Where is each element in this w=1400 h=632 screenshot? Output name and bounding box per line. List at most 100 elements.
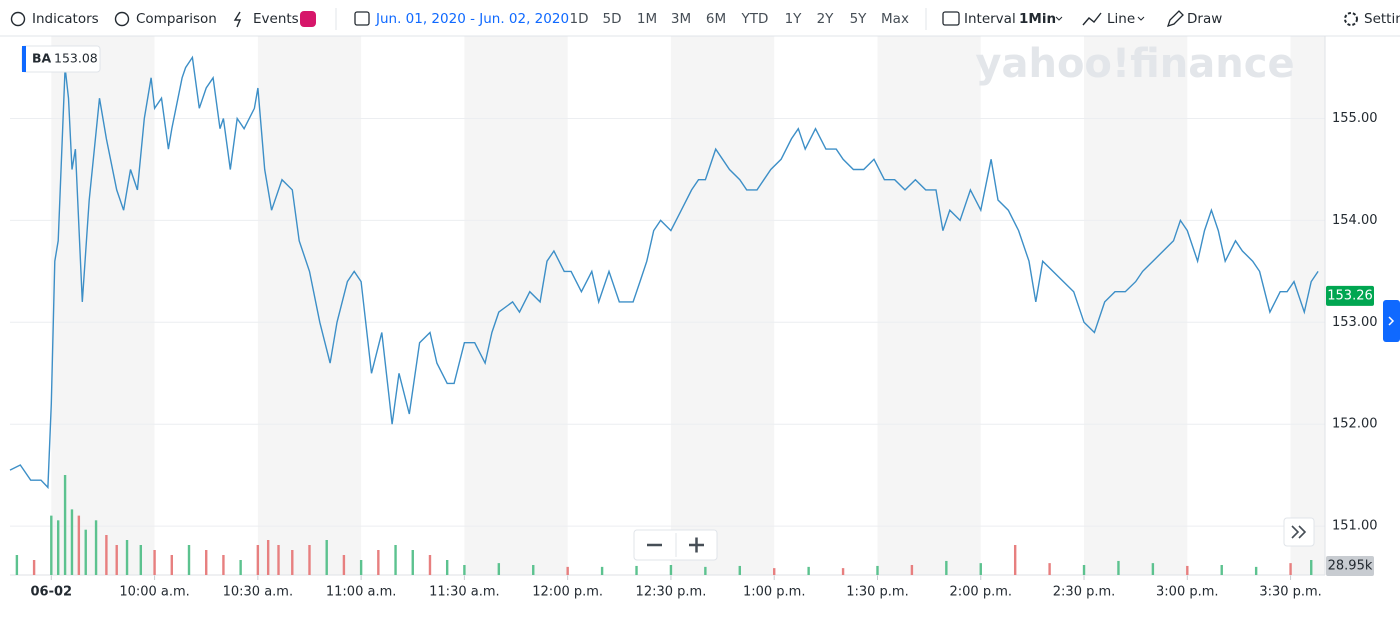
last-price-label: 153.26 <box>1327 288 1373 303</box>
volume-bar <box>153 550 155 575</box>
premium-badge <box>300 11 316 27</box>
range-button[interactable]: 6M <box>706 11 726 27</box>
x-tick-label: 12:00 p.m. <box>532 585 603 600</box>
volume-bar <box>360 560 362 575</box>
range-button[interactable]: 1Y <box>785 11 803 27</box>
volume-bar <box>980 563 982 575</box>
y-tick-label: 152.00 <box>1332 417 1378 432</box>
session-band <box>671 36 774 575</box>
volume-bar <box>64 475 66 575</box>
calendar-icon <box>355 12 369 25</box>
y-tick-label: 153.00 <box>1332 315 1378 330</box>
session-band <box>258 36 361 575</box>
volume-bar <box>1083 565 1085 575</box>
x-tick-label: 10:00 a.m. <box>119 585 190 600</box>
y-tick-label: 151.00 <box>1332 519 1378 534</box>
x-tick-label: 11:30 a.m. <box>429 585 500 600</box>
events-button[interactable]: Events <box>253 11 299 27</box>
x-tick-label: 3:30 p.m. <box>1259 585 1322 600</box>
draw-button[interactable]: Draw <box>1187 11 1222 27</box>
chart-type-button[interactable]: Line <box>1107 11 1135 27</box>
range-button[interactable]: 1M <box>637 11 657 27</box>
volume-bar <box>291 550 293 575</box>
volume-bar <box>945 561 947 575</box>
y-tick-label: 155.00 <box>1332 111 1378 126</box>
x-tick-label: 2:30 p.m. <box>1053 585 1116 600</box>
interval-icon <box>943 12 959 25</box>
range-button[interactable]: YTD <box>741 11 769 27</box>
volume-bar <box>704 567 706 575</box>
x-tick-label: 2:00 p.m. <box>950 585 1013 600</box>
volume-bar <box>911 565 913 575</box>
session-bands <box>51 36 1325 575</box>
legend-symbol: BA <box>32 51 52 66</box>
volume-bar <box>16 555 18 575</box>
draw-icon <box>1168 11 1183 26</box>
interval-label[interactable]: Interval <box>964 11 1016 27</box>
range-button[interactable]: 3M <box>671 11 691 27</box>
session-band <box>1291 36 1325 575</box>
volume-bar <box>446 560 448 575</box>
volume-bar <box>140 545 142 575</box>
settings-icon <box>1345 13 1357 25</box>
volume-bar <box>57 520 59 575</box>
volume-bar <box>78 516 80 575</box>
toolbar: Indicators Comparison Events Jun. 01, 20… <box>12 8 1400 30</box>
zoom-controls <box>634 530 717 560</box>
volume-bar <box>429 555 431 575</box>
volume-bar <box>842 568 844 575</box>
volume-bar <box>1117 561 1119 575</box>
volume-bar <box>739 566 741 575</box>
indicators-button[interactable]: Indicators <box>32 11 99 27</box>
volume-bar <box>1186 566 1188 575</box>
volume-bar <box>807 567 809 575</box>
volume-bar <box>1310 560 1312 575</box>
side-panel-toggle[interactable] <box>1383 300 1400 342</box>
volume-bar <box>566 567 568 575</box>
range-button[interactable]: 1D <box>570 11 589 27</box>
volume-bar <box>85 530 87 575</box>
range-buttons: 1D 5D 1M 3M 6M YTD 1Y 2Y 5Y Max <box>570 11 909 27</box>
indicators-icon <box>12 13 25 26</box>
x-tick-label: 12:30 p.m. <box>636 585 707 600</box>
x-tick-label: 11:00 a.m. <box>326 585 397 600</box>
volume-bar <box>412 550 414 575</box>
x-tick-label: 06-02 <box>31 585 73 600</box>
volume-label: 28.95k <box>1328 559 1373 574</box>
volume-bar <box>171 555 173 575</box>
volume-bar <box>498 563 500 575</box>
interval-value[interactable]: 1Min <box>1019 11 1056 27</box>
range-button[interactable]: 5Y <box>850 11 868 27</box>
volume-bar <box>1255 567 1257 575</box>
comparison-button[interactable]: Comparison <box>136 11 217 27</box>
volume-bar <box>222 555 224 575</box>
session-band <box>877 36 980 575</box>
volume-bar <box>105 535 107 575</box>
volume-bar <box>670 565 672 575</box>
range-button[interactable]: 5D <box>603 11 622 27</box>
watermark: yahoo!finance <box>975 41 1294 87</box>
x-tick-label: 10:30 a.m. <box>223 585 294 600</box>
volume-bar <box>1152 563 1154 575</box>
range-button[interactable]: 2Y <box>817 11 835 27</box>
volume-bar <box>1221 565 1223 575</box>
range-button[interactable]: Max <box>881 11 909 27</box>
chevron <box>1056 17 1062 20</box>
settings-button[interactable]: Settings <box>1364 11 1400 27</box>
volume-bar <box>343 555 345 575</box>
volume-bar <box>95 520 97 575</box>
volume-bar <box>601 567 603 575</box>
date-range[interactable]: Jun. 01, 2020 - Jun. 02, 2020 <box>375 11 569 27</box>
volume-bar <box>532 565 534 575</box>
legend-value: 153.08 <box>54 51 98 66</box>
volume-bar <box>773 568 775 575</box>
volume-bar <box>394 545 396 575</box>
legend-swatch <box>22 46 26 72</box>
volume-bar <box>71 509 73 575</box>
events-icon <box>235 12 240 27</box>
volume-bar <box>876 566 878 575</box>
volume-bar <box>205 550 207 575</box>
volume-bar <box>1014 545 1016 575</box>
